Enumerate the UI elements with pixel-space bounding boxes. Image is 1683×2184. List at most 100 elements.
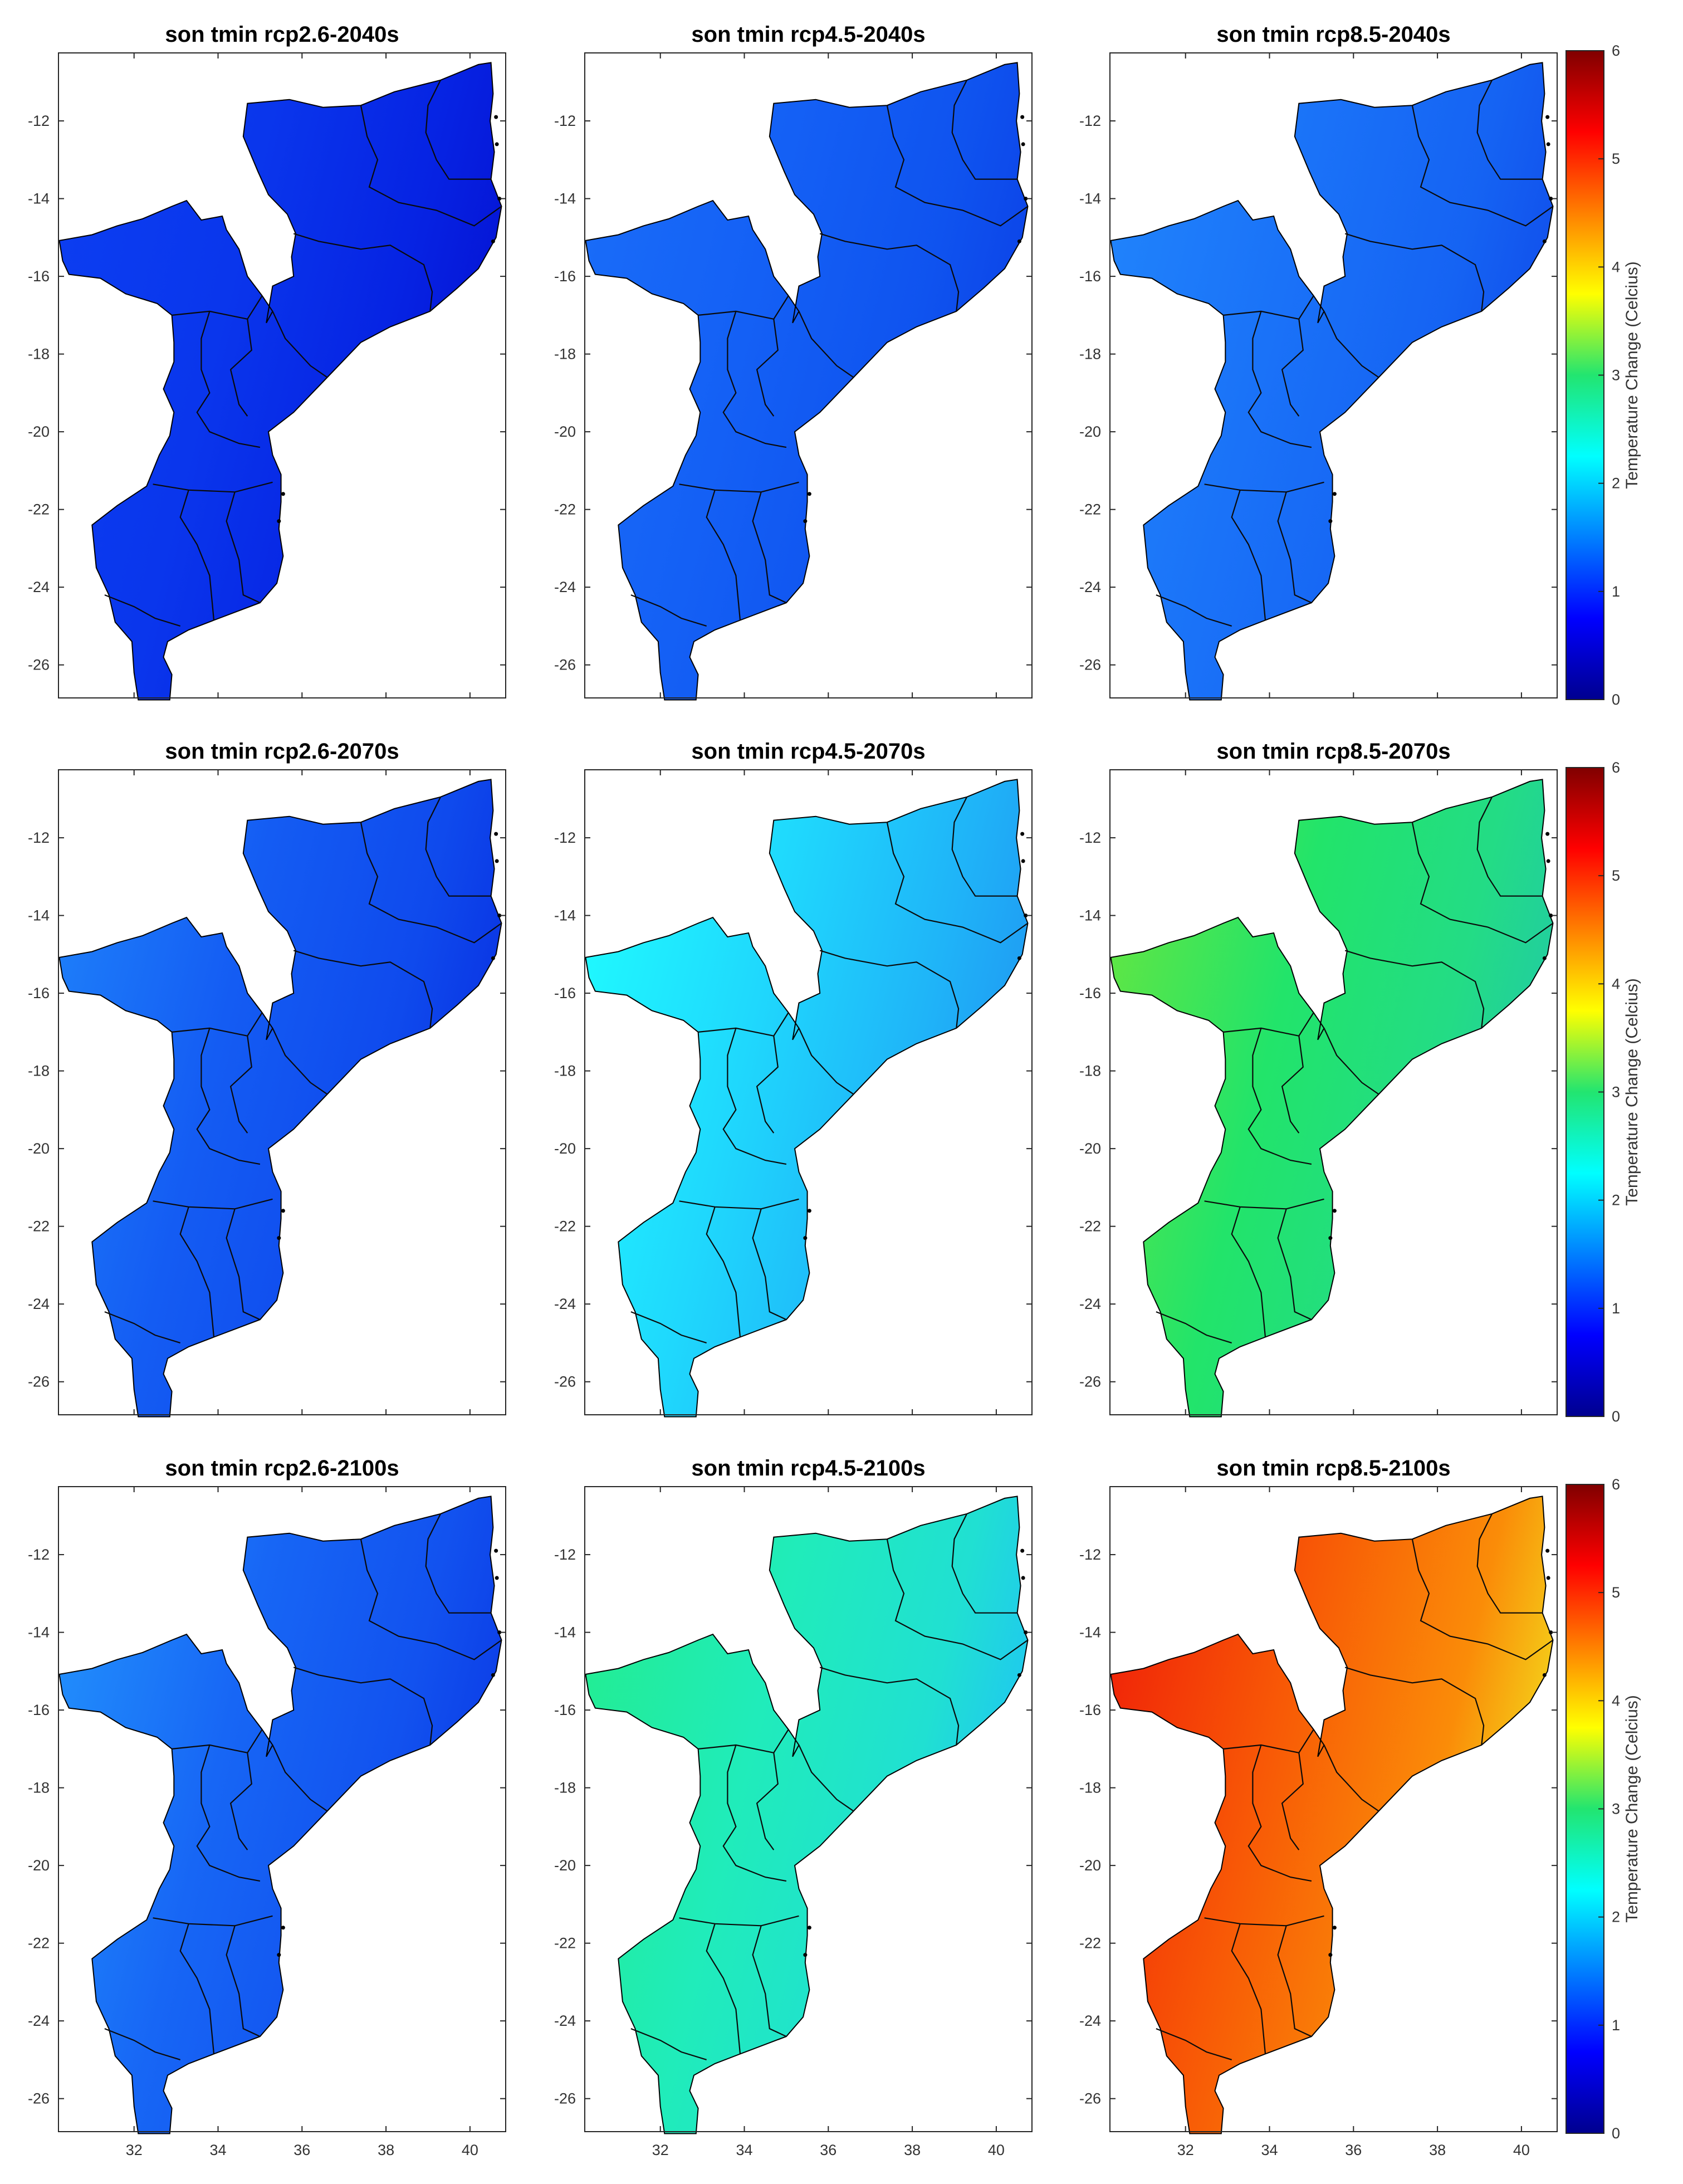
axes-frame xyxy=(1109,1486,1558,2132)
province-border xyxy=(819,1667,960,1746)
province-border xyxy=(722,1028,787,1165)
island-marker xyxy=(1545,1548,1550,1553)
y-tick-label: -26 xyxy=(1079,1374,1101,1390)
island-marker xyxy=(807,492,811,496)
axes-frame xyxy=(58,1486,506,2132)
map-panel: son tmin rcp4.5-2100s -12 -14 -16 -18 -20 -22 -… xyxy=(554,1456,1033,2158)
province-border xyxy=(1223,295,1314,320)
island-marker xyxy=(1024,197,1028,201)
province-border xyxy=(951,797,1017,897)
province-border xyxy=(1277,1208,1312,1321)
axes-frame xyxy=(584,769,1033,1415)
province-border xyxy=(1156,2028,1232,2060)
province-border xyxy=(104,2028,181,2060)
island-marker xyxy=(1017,239,1021,243)
province-border xyxy=(752,1925,787,2038)
island-marker xyxy=(1332,1209,1337,1213)
y-tick-label: -14 xyxy=(1079,190,1101,207)
province-border xyxy=(360,105,502,227)
country-shape xyxy=(58,1496,502,2134)
province-border xyxy=(1323,311,1379,378)
province-border xyxy=(1281,1752,1304,1850)
country-shape xyxy=(585,62,1029,701)
province-border xyxy=(722,311,787,448)
island-marker xyxy=(803,1236,808,1240)
y-tick-label: -14 xyxy=(1079,1624,1101,1641)
province-border xyxy=(756,319,779,417)
province-border xyxy=(104,594,181,627)
island-marker xyxy=(1545,832,1550,836)
island-marker xyxy=(281,492,285,496)
province-border xyxy=(1204,481,1324,493)
y-tick-label: -12 xyxy=(554,1546,576,1563)
y-tick-label: -22 xyxy=(554,1935,576,1952)
y-tick-label: -12 xyxy=(28,1546,50,1563)
province-border xyxy=(756,1035,779,1133)
colorbar-tick-label: 4 xyxy=(1612,975,1620,992)
y-tick-label: -14 xyxy=(554,1624,576,1641)
y-tick-label: -14 xyxy=(28,907,50,924)
x-tick-label: 38 xyxy=(1429,2142,1446,2158)
panel-title: son tmin rcp2.6-2040s xyxy=(165,22,399,47)
x-tick-label: 34 xyxy=(1261,2142,1278,2158)
province-border xyxy=(1476,80,1543,180)
colorbar-tick-label: 4 xyxy=(1612,1692,1620,1709)
island-marker xyxy=(1024,1630,1028,1635)
province-border xyxy=(886,105,1029,227)
y-tick-label: -22 xyxy=(1079,1218,1101,1235)
province-border xyxy=(752,491,787,604)
y-tick-label: -20 xyxy=(1079,423,1101,440)
province-border xyxy=(1344,950,1485,1029)
colorbar-tick-label: 2 xyxy=(1612,475,1620,492)
x-tick-label: 34 xyxy=(736,2142,752,2158)
panel-title: son tmin rcp4.5-2100s xyxy=(691,1456,925,1481)
province-border xyxy=(172,1012,263,1037)
y-tick-label: -14 xyxy=(554,190,576,207)
y-tick-label: -26 xyxy=(28,1374,50,1390)
island-marker xyxy=(1542,1673,1547,1677)
y-tick-label: -20 xyxy=(1079,1140,1101,1157)
map-panel: son tmin rcp4.5-2040s -12 -14 -16 -18 -20 -22 -… xyxy=(554,22,1033,701)
colorbar-tick-label: 0 xyxy=(1612,2125,1620,2142)
island-marker xyxy=(1332,1926,1337,1930)
province-border xyxy=(798,1028,854,1095)
x-tick-label: 38 xyxy=(378,2142,394,2158)
y-tick-label: -12 xyxy=(554,113,576,129)
province-border xyxy=(951,80,1017,180)
province-border xyxy=(1204,1915,1324,1927)
colorbar-group: 0 1 2 3 4 5 6 Temperature Change (Celcius) 0 1 2 3 4… xyxy=(1565,42,1641,2142)
province-border xyxy=(425,1513,491,1614)
y-tick-label: -14 xyxy=(554,907,576,924)
colorbar-tick-label: 1 xyxy=(1612,2017,1620,2034)
y-tick-label: -18 xyxy=(1079,346,1101,363)
map-panel: son tmin rcp4.5-2070s -12 -14 -16 -18 -20 -22 -… xyxy=(554,739,1033,1418)
y-tick-label: -18 xyxy=(28,1063,50,1079)
island-marker xyxy=(1546,142,1550,146)
x-tick-label: 40 xyxy=(1513,2142,1530,2158)
colorbar: 0 1 2 3 4 5 6 Temperature Change (Celcius) xyxy=(1565,1476,1641,2142)
y-tick-label: -26 xyxy=(28,2090,50,2107)
province-border xyxy=(226,491,261,604)
province-border xyxy=(226,1208,261,1321)
province-border xyxy=(179,490,215,620)
province-border xyxy=(1277,491,1312,604)
province-border xyxy=(756,1752,779,1850)
colorbar-scale xyxy=(1565,767,1604,1417)
province-border xyxy=(226,1925,261,2038)
colorbar-scale xyxy=(1565,1484,1604,2134)
province-border xyxy=(1323,1028,1379,1095)
country-shape xyxy=(585,1496,1029,2134)
province-border xyxy=(698,1729,789,1754)
x-tick-label: 38 xyxy=(904,2142,921,2158)
province-border xyxy=(104,1311,181,1343)
colorbar-label: Temperature Change (Celcius) xyxy=(1623,1695,1641,1923)
province-border xyxy=(1247,311,1312,448)
y-tick-label: -22 xyxy=(28,501,50,518)
country-shape xyxy=(58,779,502,1418)
y-tick-label: -22 xyxy=(28,1935,50,1952)
colorbar-tick-label: 2 xyxy=(1612,1192,1620,1209)
island-marker xyxy=(1017,956,1021,960)
y-tick-label: -20 xyxy=(28,1140,50,1157)
island-marker xyxy=(803,1953,808,1957)
colorbar-tick-label: 1 xyxy=(1612,1300,1620,1317)
